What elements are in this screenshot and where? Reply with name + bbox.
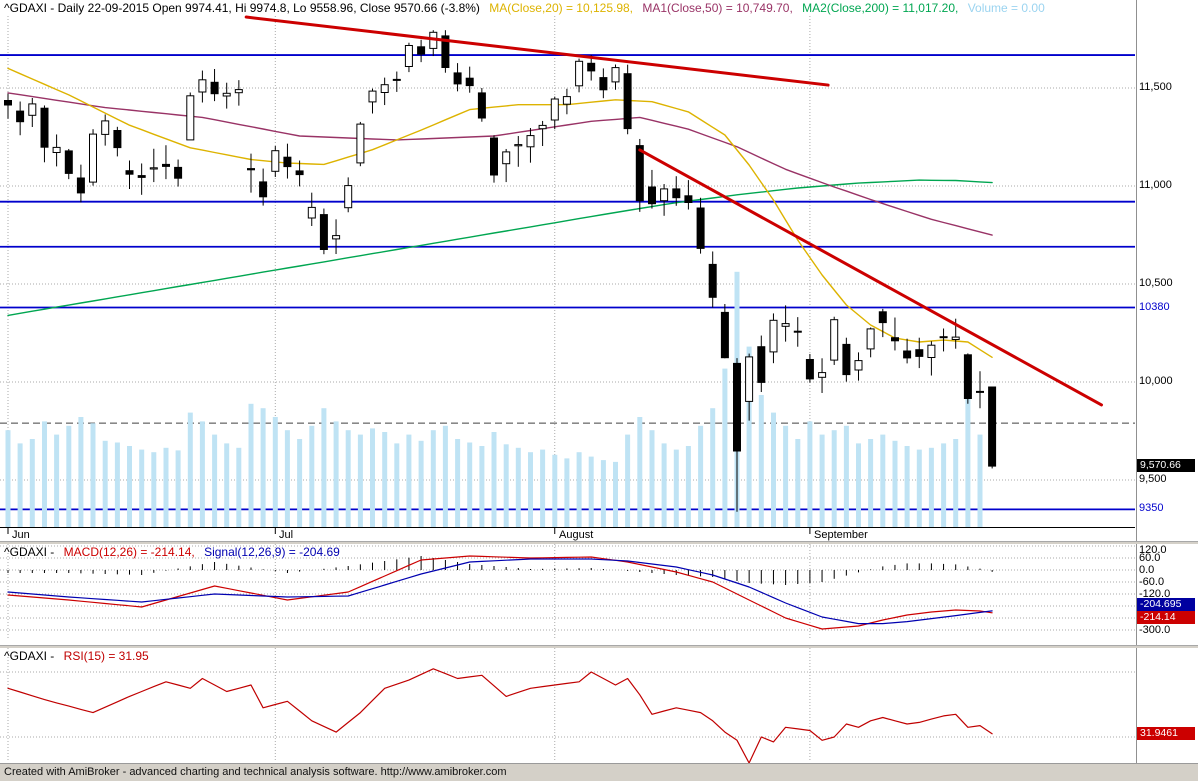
price-gridlines bbox=[0, 16, 1135, 527]
rsi-pane: ^GDAXI - RSI(15) = 31.95 31.9461 bbox=[0, 648, 1198, 763]
support-level-label: 10380 bbox=[1139, 301, 1170, 313]
rsi-chart-svg[interactable] bbox=[0, 648, 1198, 763]
macd-axis-label: -60.0 bbox=[1139, 576, 1165, 588]
price-chart-svg[interactable] bbox=[0, 0, 1198, 541]
y-axis-label: 9,500 bbox=[1139, 473, 1167, 485]
month-label: Jun bbox=[12, 529, 30, 541]
support-level-label: 9350 bbox=[1139, 502, 1164, 514]
candles-layer bbox=[4, 30, 997, 512]
macd-histogram bbox=[7, 556, 993, 585]
y-axis-label: 11,500 bbox=[1139, 81, 1172, 93]
credit-text: Created with AmiBroker - advanced charti… bbox=[4, 766, 507, 778]
macd-axis-label: -120.0 bbox=[1139, 588, 1171, 600]
macd-axis-label: 120.0 bbox=[1139, 544, 1167, 556]
month-label: September bbox=[814, 529, 868, 541]
macd-gridlines bbox=[0, 544, 1135, 638]
pane-splitter[interactable] bbox=[0, 541, 1198, 544]
month-label: Jul bbox=[279, 529, 294, 541]
signal-value-tag: -204.695 bbox=[1137, 598, 1195, 611]
x-axis bbox=[0, 527, 1135, 534]
macd-axis-label: -300.0 bbox=[1139, 624, 1171, 636]
y-axis-label: 11,000 bbox=[1139, 179, 1172, 191]
trendlines bbox=[244, 15, 1103, 407]
macd-pane: ^GDAXI - MACD(12,26) = -214.14, Signal(1… bbox=[0, 544, 1198, 645]
macd-axis-label: 60.0 bbox=[1139, 552, 1161, 564]
rsi-value-tag: 31.9461 bbox=[1137, 727, 1195, 740]
pane-splitter[interactable] bbox=[0, 645, 1198, 648]
macd-lines bbox=[7, 555, 993, 630]
moving-average-lines bbox=[7, 67, 993, 358]
volume-bars bbox=[5, 271, 983, 527]
last-price-tag: 9,570.66 bbox=[1137, 459, 1195, 472]
support-resistance-lines bbox=[0, 54, 1135, 511]
price-pane: ^GDAXI - Daily 22-09-2015 Open 9974.41, … bbox=[0, 0, 1198, 541]
rsi-line bbox=[7, 668, 993, 763]
y-axis-label: 10,500 bbox=[1139, 277, 1173, 289]
rsi-gridlines bbox=[0, 648, 1135, 760]
macd-value-tag: -214.14 bbox=[1137, 611, 1195, 624]
y-axis-label: 10,000 bbox=[1139, 375, 1173, 387]
macd-chart-svg[interactable] bbox=[0, 544, 1198, 645]
status-bar: Created with AmiBroker - advanced charti… bbox=[0, 763, 1198, 781]
month-label: August bbox=[559, 529, 594, 541]
macd-axis-label: 0.0 bbox=[1139, 564, 1155, 576]
